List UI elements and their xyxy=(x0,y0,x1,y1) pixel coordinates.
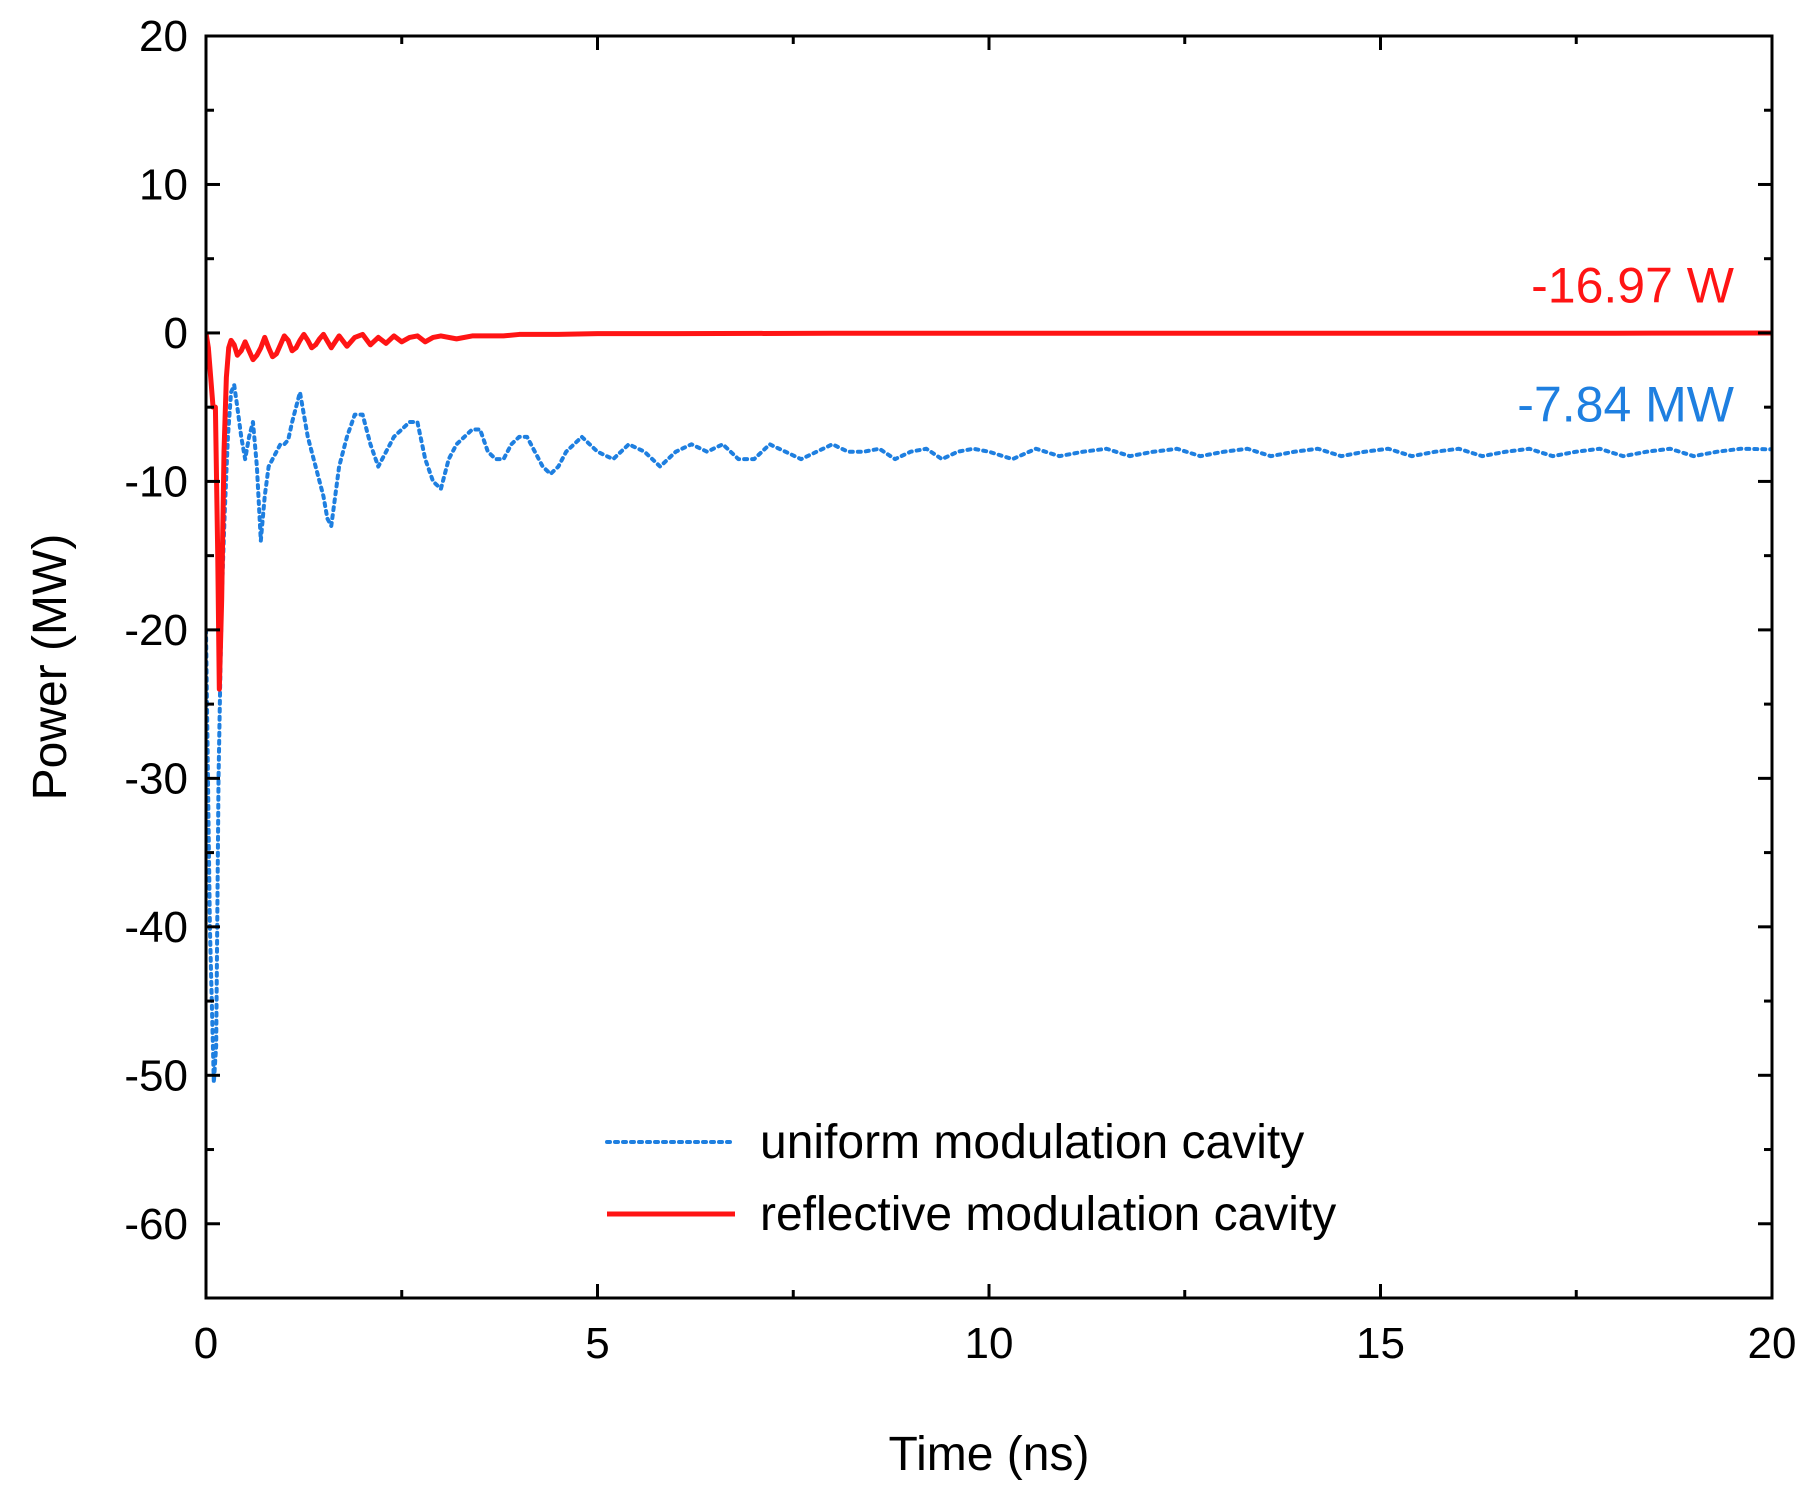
y-tick-label: -60 xyxy=(124,1200,188,1249)
legend: uniform modulation cavity reflective modu… xyxy=(605,1116,1336,1241)
uniform-value-annotation: -7.84 MW xyxy=(1517,376,1735,432)
series-group xyxy=(206,330,1772,1085)
x-tick-label: 10 xyxy=(965,1319,1014,1368)
x-tick-label: 5 xyxy=(585,1319,609,1368)
x-axis: 0 5 10 15 20 xyxy=(194,36,1797,1368)
y-tick-label: -40 xyxy=(124,903,188,952)
x-tick-label: 15 xyxy=(1356,1319,1405,1368)
y-axis: -60 -50 -40 -30 -20 -10 0 10 20 xyxy=(124,12,1772,1300)
x-tick-label: 0 xyxy=(194,1319,218,1368)
x-axis-title: Time (ns) xyxy=(889,1428,1090,1481)
y-tick-label: -30 xyxy=(124,754,188,803)
y-tick-label: 10 xyxy=(139,160,188,209)
annotations: -16.97 W -7.84 MW xyxy=(1517,258,1735,433)
y-axis-title: Power (MW) xyxy=(24,534,77,801)
legend-label-reflective: reflective modulation cavity xyxy=(760,1188,1336,1241)
legend-label-uniform: uniform modulation cavity xyxy=(760,1116,1304,1169)
y-tick-label: 0 xyxy=(164,309,188,358)
y-tick-label: -50 xyxy=(124,1051,188,1100)
reflective-cavity-series-line xyxy=(206,330,1772,692)
uniform-cavity-series-line xyxy=(206,382,1772,1085)
y-tick-label: -20 xyxy=(124,606,188,655)
reflective-value-annotation: -16.97 W xyxy=(1531,258,1735,314)
x-tick-label: 20 xyxy=(1748,1319,1797,1368)
y-tick-label: -10 xyxy=(124,457,188,506)
y-tick-label: 20 xyxy=(139,12,188,61)
plot-frame xyxy=(204,34,1774,1300)
